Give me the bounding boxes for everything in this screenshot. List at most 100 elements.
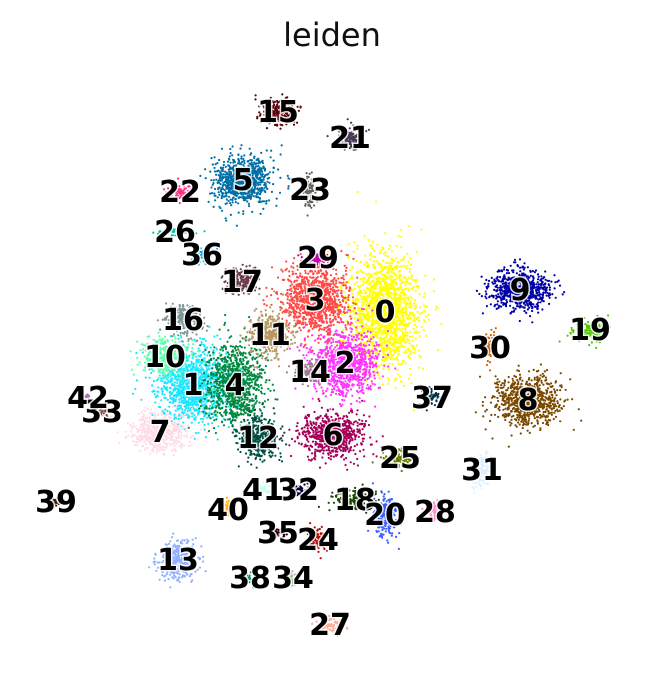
cluster-point	[261, 412, 264, 415]
cluster-point	[183, 409, 187, 412]
cluster-point	[185, 404, 188, 407]
cluster-point	[385, 318, 388, 321]
cluster-point	[190, 421, 193, 424]
cluster-point	[366, 355, 369, 358]
cluster-point	[326, 278, 329, 281]
cluster-point	[162, 385, 165, 388]
cluster-point	[280, 268, 283, 271]
cluster-point	[388, 347, 391, 351]
cluster-point	[375, 200, 378, 203]
cluster-point	[380, 333, 383, 336]
cluster-point	[388, 268, 391, 271]
cluster-point	[400, 280, 403, 283]
cluster-point	[404, 331, 407, 334]
cluster-point	[418, 293, 421, 296]
cluster-point	[188, 415, 191, 418]
cluster-point	[201, 338, 204, 341]
cluster-point	[159, 406, 162, 409]
cluster-point	[348, 289, 351, 292]
cluster-point	[295, 279, 299, 282]
cluster-point	[370, 312, 373, 315]
cluster-point	[400, 246, 403, 249]
cluster-point	[359, 365, 363, 368]
cluster-point	[356, 319, 359, 322]
cluster-point	[332, 314, 335, 317]
cluster-point	[345, 328, 348, 331]
cluster-point	[349, 268, 352, 271]
cluster-point	[202, 350, 205, 353]
cluster-point	[394, 379, 397, 382]
cluster-point	[351, 383, 354, 386]
cluster-point	[386, 329, 390, 332]
cluster-point	[333, 276, 336, 280]
cluster-point	[390, 258, 393, 261]
cluster-point	[366, 301, 369, 304]
cluster-point	[212, 427, 216, 430]
cluster-point	[316, 337, 319, 340]
cluster-point	[376, 324, 379, 327]
cluster-point	[412, 344, 415, 347]
cluster-point	[406, 280, 409, 284]
cluster-point	[409, 300, 412, 303]
cluster-point	[351, 292, 354, 295]
cluster-point	[364, 292, 367, 295]
cluster-point	[359, 325, 362, 328]
cluster-point	[398, 275, 401, 278]
cluster-point	[407, 356, 410, 359]
cluster-point	[344, 324, 347, 327]
cluster-point	[163, 396, 166, 399]
cluster-point	[372, 285, 375, 288]
cluster-point	[398, 266, 401, 269]
cluster-point	[320, 333, 323, 336]
cluster-point	[400, 288, 403, 291]
cluster-point	[417, 285, 420, 288]
cluster-point	[401, 306, 404, 310]
cluster-point	[380, 273, 384, 276]
cluster-point	[203, 353, 206, 356]
cluster-point	[340, 281, 343, 285]
cluster-point	[418, 319, 421, 323]
cluster-point	[326, 300, 329, 303]
cluster-point	[432, 290, 435, 293]
cluster-point	[403, 334, 406, 337]
cluster-point	[370, 321, 373, 325]
cluster-point	[371, 366, 375, 369]
cluster-point	[377, 332, 380, 335]
cluster-point	[299, 284, 302, 287]
cluster-point	[366, 340, 369, 343]
cluster-point	[413, 302, 416, 305]
cluster-point	[380, 264, 383, 267]
cluster-point	[401, 338, 404, 341]
cluster-point	[296, 320, 299, 323]
cluster-point	[393, 342, 396, 345]
cluster-point	[199, 405, 202, 408]
cluster-point	[358, 347, 361, 350]
cluster-point	[371, 349, 374, 352]
cluster-point	[298, 292, 301, 295]
cluster-point	[418, 335, 421, 338]
cluster-point	[344, 295, 347, 298]
cluster-point	[344, 269, 347, 272]
cluster-point	[381, 383, 384, 386]
cluster-point	[364, 254, 367, 257]
cluster-point	[397, 261, 400, 264]
cluster-point	[193, 408, 196, 411]
cluster-point	[369, 388, 372, 391]
cluster-point	[193, 414, 196, 417]
cluster-point	[388, 342, 391, 345]
cluster-point	[352, 304, 355, 307]
cluster-point	[369, 252, 372, 255]
cluster-point	[365, 286, 368, 290]
cluster-point	[375, 277, 379, 280]
cluster-point	[346, 254, 349, 257]
cluster-point	[427, 318, 430, 321]
cluster-point	[286, 288, 289, 292]
cluster-point	[404, 309, 407, 312]
cluster-point	[368, 358, 371, 361]
cluster-point	[375, 360, 378, 364]
cluster-point	[379, 276, 382, 280]
cluster-point	[380, 342, 383, 345]
cluster-point	[371, 341, 374, 344]
cluster-point	[334, 310, 337, 313]
cluster-point	[345, 301, 348, 304]
